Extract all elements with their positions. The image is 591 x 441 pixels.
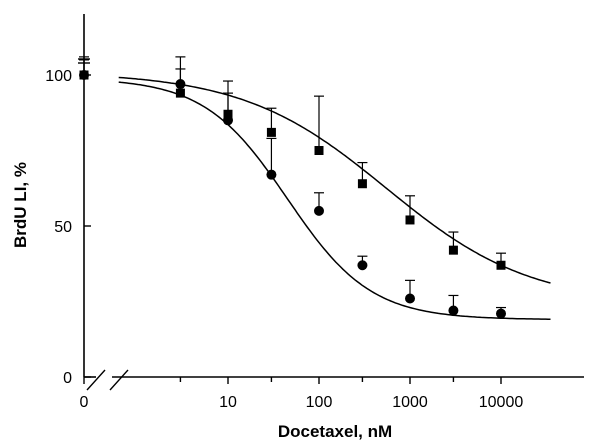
x-tick-label: 0 xyxy=(80,394,89,411)
y-axis-label: BrdU LI, % xyxy=(11,162,30,248)
y-ticks: 0 50 100 xyxy=(45,68,91,387)
data-point-circle xyxy=(175,79,186,90)
data-point-square xyxy=(405,215,415,225)
data-point-square xyxy=(496,260,506,270)
data-point-circle xyxy=(357,260,368,271)
fit-curve-square xyxy=(118,76,551,284)
data-point-square xyxy=(79,70,89,80)
data-point-square xyxy=(357,179,367,189)
x-tick-label: 100 xyxy=(306,394,333,411)
data-point-circle xyxy=(405,293,415,304)
x-tick-label: 10 xyxy=(219,394,237,411)
fit-curves xyxy=(118,76,551,320)
y-tick-label: 50 xyxy=(54,219,72,236)
x-ticks: 0 10 100 1000 10000 xyxy=(80,377,524,411)
y-tick-label: 100 xyxy=(45,68,72,85)
x-break-slash xyxy=(109,369,129,391)
data-point-square xyxy=(175,88,185,98)
y-tick-label: 0 xyxy=(63,370,72,387)
data-point-circle xyxy=(266,169,277,180)
data-point-square xyxy=(314,146,324,155)
data-point-square xyxy=(448,245,458,255)
x-break-slash xyxy=(86,369,106,391)
data-point-square xyxy=(266,127,276,137)
data-point-circle xyxy=(448,305,459,316)
x-axis-label: Docetaxel, nM xyxy=(278,422,392,441)
x-tick-label: 1000 xyxy=(392,394,428,411)
data-point-square xyxy=(223,109,233,119)
error-bars xyxy=(79,56,506,314)
data-point-circle xyxy=(314,205,324,216)
axes xyxy=(78,14,584,391)
x-tick-label: 10000 xyxy=(479,394,524,411)
data-point-circle xyxy=(496,308,506,319)
data-points xyxy=(79,70,506,319)
x-axis-break-mark xyxy=(86,369,129,391)
fit-curve-circle xyxy=(118,81,551,320)
